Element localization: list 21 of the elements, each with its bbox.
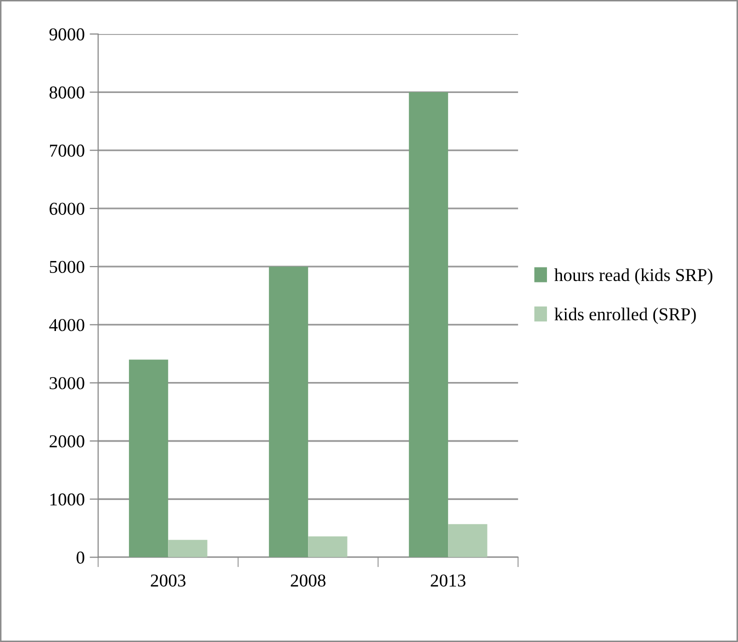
bar <box>168 540 208 558</box>
y-tick-label: 2000 <box>50 435 84 448</box>
bar <box>448 524 488 558</box>
x-tick-label: 2013 <box>430 574 466 587</box>
y-tick-label: 6000 <box>50 202 84 215</box>
y-tick-label: 9000 <box>49 28 84 40</box>
y-tick-label: 8000 <box>50 86 84 99</box>
y-tick-label: 0 <box>76 552 84 564</box>
y-tick-label: 3000 <box>50 377 84 390</box>
y-tick-label: 7000 <box>50 144 84 157</box>
bar <box>408 92 448 558</box>
y-tick-label: 1000 <box>50 493 84 506</box>
y-tick-label: 5000 <box>50 260 84 274</box>
bar <box>308 536 348 558</box>
y-tick-label: 4000 <box>49 318 84 332</box>
legend-label: hours read (kids SRP) <box>554 268 712 285</box>
bar <box>128 360 168 558</box>
x-tick-label: 2003 <box>150 574 186 587</box>
legend-label: kids enrolled (SRP) <box>554 308 696 324</box>
bar <box>268 266 308 558</box>
x-tick-label: 2008 <box>290 574 326 587</box>
